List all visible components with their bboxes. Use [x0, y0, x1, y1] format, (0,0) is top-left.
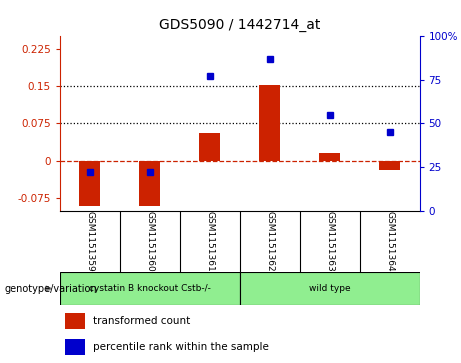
- Text: GSM1151364: GSM1151364: [385, 211, 394, 272]
- Text: percentile rank within the sample: percentile rank within the sample: [93, 342, 269, 352]
- Bar: [60, 272, 240, 305]
- Text: GSM1151361: GSM1151361: [205, 211, 214, 272]
- Bar: [199, 133, 220, 161]
- Text: wild type: wild type: [309, 284, 350, 293]
- Bar: [65, 313, 84, 329]
- Bar: [379, 161, 400, 170]
- Bar: [139, 161, 160, 205]
- Bar: [79, 161, 100, 205]
- Text: GSM1151362: GSM1151362: [265, 211, 274, 272]
- Title: GDS5090 / 1442714_at: GDS5090 / 1442714_at: [159, 19, 320, 33]
- Text: GSM1151363: GSM1151363: [325, 211, 334, 272]
- Text: genotype/variation: genotype/variation: [5, 284, 97, 294]
- Bar: [319, 153, 340, 161]
- Bar: [65, 339, 84, 355]
- Text: GSM1151360: GSM1151360: [145, 211, 154, 272]
- Text: cystatin B knockout Cstb-/-: cystatin B knockout Cstb-/-: [89, 284, 211, 293]
- Bar: [259, 85, 280, 161]
- Text: transformed count: transformed count: [93, 316, 190, 326]
- Text: GSM1151359: GSM1151359: [85, 211, 95, 272]
- Bar: [240, 272, 420, 305]
